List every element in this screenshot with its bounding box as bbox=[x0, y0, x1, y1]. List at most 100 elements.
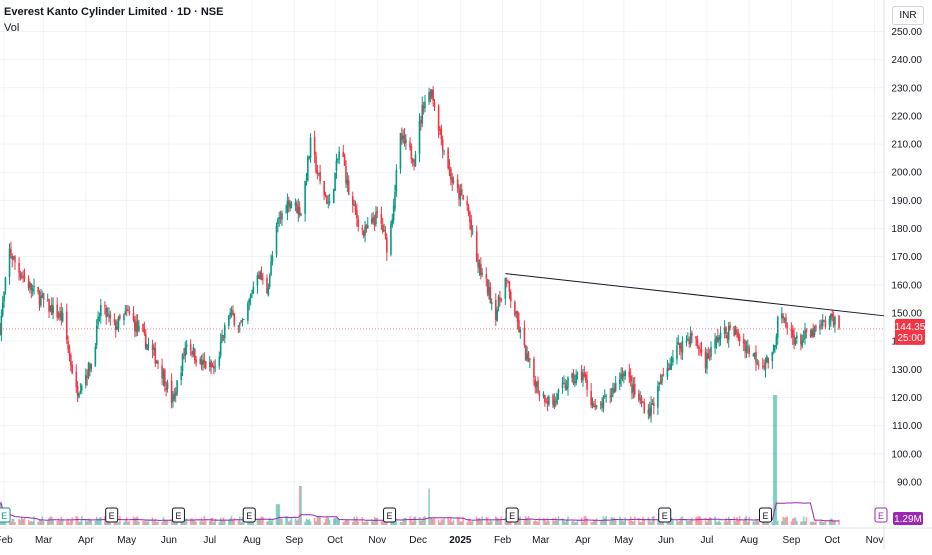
candle-body bbox=[298, 207, 301, 216]
candle-body bbox=[49, 305, 52, 312]
candle-body bbox=[662, 374, 665, 376]
candle-body bbox=[714, 339, 716, 348]
candle-body bbox=[95, 325, 98, 346]
volume-bar bbox=[413, 516, 415, 525]
candle-body bbox=[545, 401, 548, 403]
volume-bar bbox=[287, 521, 290, 525]
volume-bar bbox=[117, 522, 120, 525]
y-tick-label: 100.00 bbox=[891, 449, 922, 460]
candle-body bbox=[507, 282, 509, 284]
volume-bar bbox=[221, 520, 223, 525]
volume-bar bbox=[804, 521, 806, 525]
candle-body bbox=[603, 396, 606, 397]
candle-body bbox=[334, 172, 336, 191]
volume-bar bbox=[518, 517, 520, 525]
volume-bar bbox=[609, 521, 612, 525]
candle-body bbox=[108, 314, 110, 316]
candle-body bbox=[403, 135, 406, 144]
candle-body bbox=[529, 359, 531, 361]
candle-body bbox=[59, 313, 61, 318]
candle-body bbox=[447, 148, 449, 169]
candle-body bbox=[477, 260, 479, 268]
candle-body bbox=[104, 305, 106, 307]
candle-body bbox=[399, 132, 402, 170]
candle-body bbox=[518, 320, 520, 332]
volume-bar bbox=[775, 395, 778, 525]
candle-body bbox=[376, 211, 379, 213]
volume-bar bbox=[624, 517, 627, 525]
candle-body bbox=[1, 302, 4, 316]
candle-body bbox=[278, 217, 281, 220]
candle-body bbox=[223, 325, 226, 339]
volume-bar bbox=[204, 520, 207, 525]
volume-bar bbox=[334, 517, 336, 525]
volume-bar bbox=[328, 519, 331, 525]
volume-bar bbox=[710, 517, 712, 525]
volume-bar bbox=[813, 522, 816, 525]
volume-bar bbox=[590, 522, 592, 525]
candle-body bbox=[20, 277, 23, 278]
candle-body bbox=[191, 351, 193, 355]
volume-bar bbox=[33, 516, 35, 525]
candle-body bbox=[297, 206, 300, 215]
volume-bar bbox=[785, 517, 787, 525]
candle-body bbox=[256, 275, 259, 286]
volume-bar bbox=[304, 521, 306, 525]
candle-body bbox=[650, 404, 652, 416]
volume-bar bbox=[783, 517, 786, 525]
volume-bar bbox=[744, 517, 746, 525]
candle-body bbox=[174, 392, 177, 396]
x-tick-label: 2025 bbox=[449, 535, 472, 546]
candle-body bbox=[135, 322, 138, 333]
candle-body bbox=[353, 204, 355, 206]
volume-bar bbox=[538, 517, 541, 525]
currency-button[interactable]: INR bbox=[892, 6, 924, 25]
volume-bar bbox=[362, 522, 365, 525]
volume-bar bbox=[497, 518, 500, 525]
volume-bar bbox=[614, 518, 617, 525]
volume-bar bbox=[193, 519, 196, 525]
candle-body bbox=[553, 400, 556, 407]
volume-bar bbox=[830, 518, 832, 525]
volume-bar bbox=[229, 518, 231, 525]
y-axis[interactable]: 90.00100.00110.00120.00130.00140.00150.0… bbox=[891, 27, 922, 488]
candle-body bbox=[211, 365, 214, 368]
volume-bar bbox=[669, 520, 671, 525]
candle-body bbox=[567, 377, 569, 388]
candle-body bbox=[31, 288, 34, 292]
volume-bar bbox=[653, 515, 655, 525]
candle-body bbox=[437, 105, 440, 131]
volume-bar bbox=[677, 521, 680, 525]
candle-body bbox=[699, 349, 701, 352]
volume-bar bbox=[319, 517, 321, 525]
volume-bar bbox=[428, 488, 430, 525]
earnings-event-box bbox=[505, 507, 519, 523]
candle-body bbox=[695, 336, 697, 339]
volume-bar bbox=[30, 520, 33, 525]
volume-bar bbox=[189, 518, 192, 525]
candle-body bbox=[61, 312, 64, 322]
volume-bar bbox=[591, 522, 594, 525]
x-axis[interactable]: Feb Mar Apr May Jun Jul Aug Sep Oct Nov Dec 2025 Feb… bbox=[0, 535, 883, 546]
volume-bar bbox=[429, 517, 432, 525]
volume-bar bbox=[546, 517, 549, 525]
volume-bar bbox=[824, 520, 827, 525]
volume-bar bbox=[599, 521, 602, 525]
volume-bar bbox=[279, 517, 282, 525]
candle-body bbox=[391, 219, 394, 226]
volume-bar bbox=[86, 521, 88, 525]
candle-body bbox=[680, 347, 682, 352]
candle-body bbox=[144, 333, 147, 349]
volume-bar bbox=[332, 518, 335, 525]
candle-body bbox=[202, 360, 204, 366]
volume-bar bbox=[489, 519, 492, 525]
x-tick-label: Jun bbox=[161, 535, 177, 546]
candle-body bbox=[147, 344, 150, 346]
candle-body bbox=[243, 319, 245, 320]
candle-body bbox=[98, 316, 101, 318]
y-tick-label: 90.00 bbox=[897, 477, 922, 488]
candle-body bbox=[151, 344, 154, 351]
trendline[interactable] bbox=[505, 273, 885, 317]
candle-body bbox=[657, 386, 659, 408]
